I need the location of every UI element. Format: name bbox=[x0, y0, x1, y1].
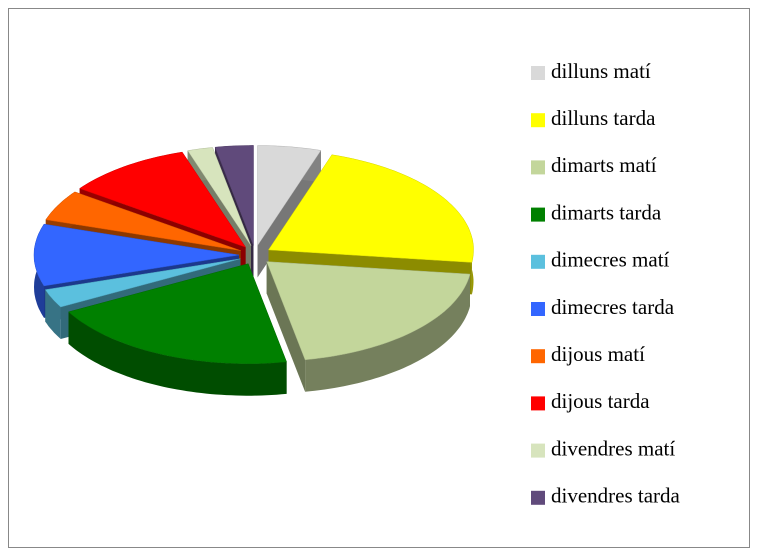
slice bbox=[214, 145, 254, 246]
legend-label: dimarts tarda bbox=[551, 200, 662, 224]
legend: dilluns matí dilluns tarda dimarts matí dim… bbox=[531, 59, 681, 508]
slice bbox=[33, 223, 240, 287]
legend-swatch bbox=[531, 302, 545, 316]
slice bbox=[67, 263, 287, 364]
pie bbox=[33, 145, 474, 396]
legend-label: dijous tarda bbox=[551, 389, 650, 413]
slice bbox=[257, 145, 322, 247]
legend-swatch bbox=[531, 113, 545, 128]
slice-side bbox=[68, 311, 287, 396]
slice-cut-side bbox=[266, 261, 306, 392]
slice bbox=[44, 258, 241, 308]
slice bbox=[187, 147, 252, 246]
legend-label: dimecres tarda bbox=[551, 295, 675, 319]
slice-side bbox=[45, 289, 61, 339]
legend-label: dilluns tarda bbox=[551, 106, 656, 130]
legend-label: dimecres matí bbox=[551, 248, 670, 272]
legend-swatch bbox=[531, 207, 545, 222]
slice-group bbox=[266, 261, 471, 392]
slice bbox=[266, 261, 471, 361]
legend-swatch bbox=[531, 349, 545, 364]
legend-swatch bbox=[531, 443, 545, 458]
legend-label: dijous matí bbox=[551, 342, 645, 366]
legend-swatch bbox=[531, 66, 545, 80]
slice-group bbox=[67, 263, 287, 396]
legend-label: dimarts matí bbox=[551, 153, 657, 177]
legend-swatch bbox=[531, 490, 545, 505]
legend-swatch bbox=[531, 396, 545, 411]
legend-label: dilluns matí bbox=[551, 59, 651, 83]
slice bbox=[79, 151, 247, 248]
slice bbox=[45, 191, 241, 251]
slice bbox=[268, 154, 474, 263]
legend-swatch bbox=[531, 160, 545, 175]
legend-label: divendres tarda bbox=[551, 484, 681, 508]
legend-swatch bbox=[531, 254, 545, 269]
legend-label: divendres matí bbox=[551, 436, 675, 460]
slice-side bbox=[305, 274, 470, 392]
